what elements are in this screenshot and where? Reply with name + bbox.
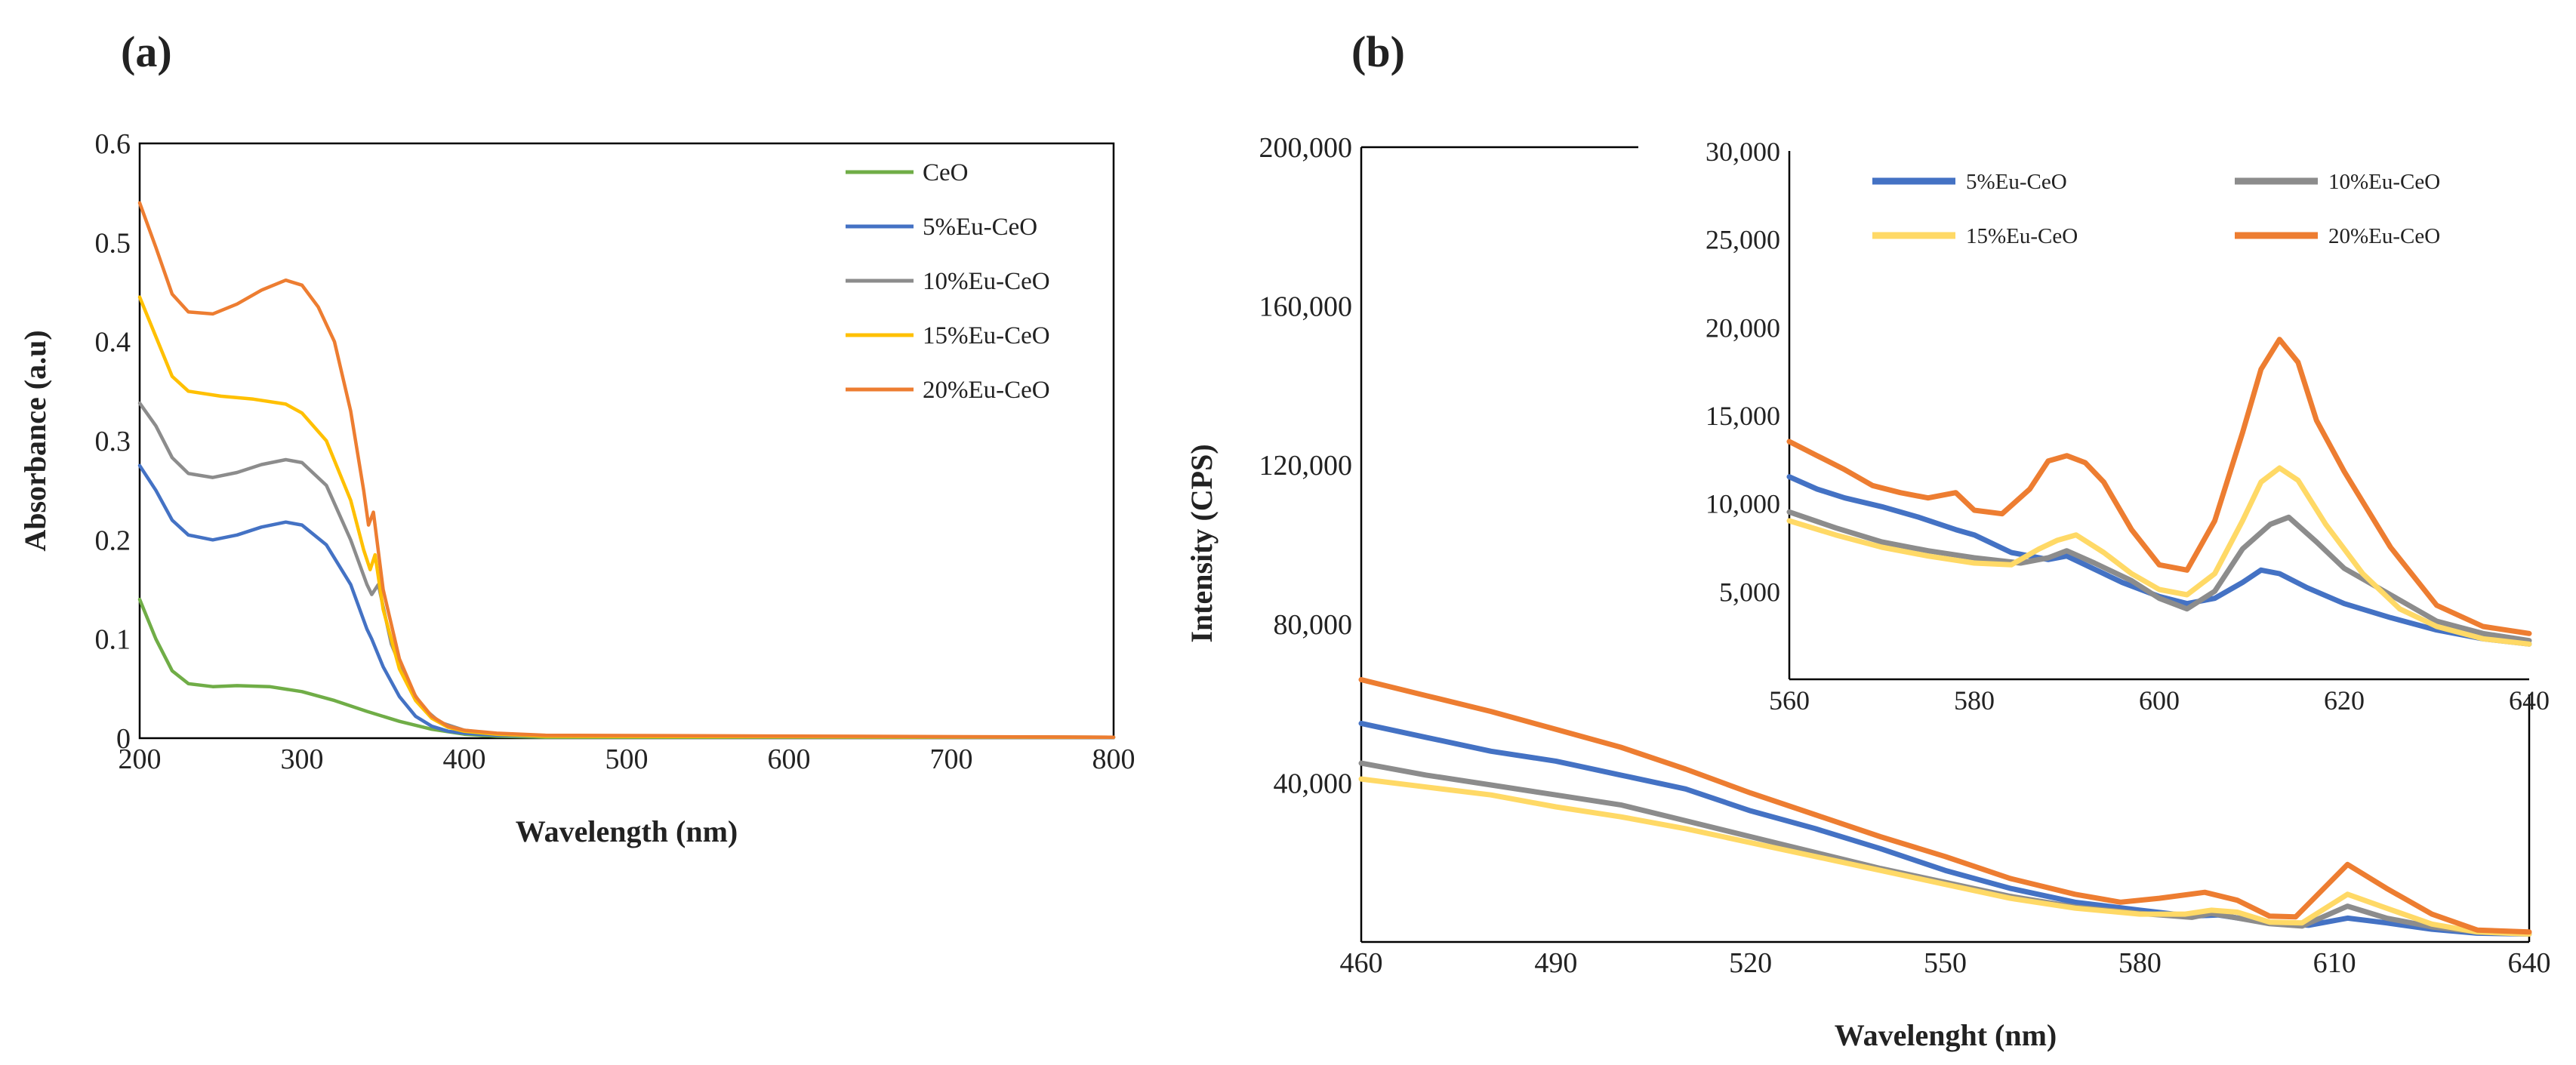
- series-line-20-eu-ceo: [137, 201, 1116, 739]
- panel-a-y-axis-label: Absorbance (a.u): [18, 330, 52, 551]
- y-tick-label: 20,000: [1706, 312, 1780, 343]
- y-tick-label: 0.2: [95, 525, 131, 556]
- y-tick-label: 0.3: [95, 426, 131, 457]
- series-line-10-eu-ceo: [1358, 760, 2532, 937]
- series-line-20-eu-ceo: [1358, 677, 2532, 935]
- series-line-5-eu-ceo: [137, 463, 1116, 739]
- inset-legend-label: 10%Eu-CeO: [2328, 170, 2440, 194]
- panel-b-x-axis-label: Wavelenght (nm): [1835, 1018, 2057, 1052]
- panel-b-intensity-chart: (b) 40,000 80,000 120,000 160,000 200,000 46…: [1185, 27, 2551, 1052]
- y-tick-label: 0.1: [95, 624, 131, 656]
- panel-a-legend: CeO 5%Eu-CeO 10%Eu-CeO 15%Eu-CeO 20%Eu-CeO: [846, 159, 1050, 404]
- panel-a-x-axis-label: Wavelength (nm): [516, 814, 738, 848]
- series-line-15-eu-ceo: [1786, 465, 2532, 647]
- panel-b-label: (b): [1351, 27, 1405, 76]
- x-tick-label: 580: [1954, 685, 1995, 716]
- series-line-20-eu-ceo: [1786, 337, 2532, 636]
- x-tick-label: 610: [2313, 947, 2356, 979]
- inset-x-ticks: 560 580 600 620 640: [1769, 685, 2550, 716]
- panel-b-y-ticks: 40,000 80,000 120,000 160,000 200,000: [1259, 132, 1353, 799]
- x-tick-label: 600: [2139, 685, 2180, 716]
- y-tick-label: 30,000: [1706, 137, 1780, 167]
- x-tick-label: 550: [1924, 947, 1967, 979]
- y-tick-label: 0.6: [95, 128, 131, 160]
- legend-label: CeO: [923, 159, 969, 186]
- y-tick-label: 10,000: [1706, 489, 1780, 519]
- y-tick-label: 80,000: [1274, 609, 1353, 641]
- panel-a-series: [137, 201, 1116, 739]
- x-tick-label: 640: [2509, 685, 2550, 716]
- y-tick-label: 200,000: [1259, 132, 1353, 164]
- x-tick-label: 460: [1340, 947, 1383, 979]
- y-tick-label: 40,000: [1274, 768, 1353, 799]
- series-line-15-eu-ceo: [137, 295, 1116, 739]
- panel-a-x-ticks: 200 300 400 500 600 700 800: [119, 743, 1135, 775]
- y-tick-label: 0.5: [95, 227, 131, 259]
- x-tick-label: 640: [2508, 947, 2551, 979]
- x-tick-label: 580: [2118, 947, 2162, 979]
- y-tick-label: 25,000: [1706, 225, 1780, 255]
- x-tick-label: 560: [1769, 685, 1810, 716]
- inset-y-ticks: 5,000 10,000 15,000 20,000 25,000 30,000: [1706, 137, 1780, 607]
- inset-legend-label: 5%Eu-CeO: [1966, 170, 2067, 194]
- panel-a-label: (a): [121, 27, 172, 76]
- legend-label: 5%Eu-CeO: [923, 214, 1037, 241]
- panel-a-y-ticks: 0 0.1 0.2 0.3 0.4 0.5 0.6: [95, 128, 131, 755]
- y-tick-label: 15,000: [1706, 401, 1780, 431]
- x-tick-label: 200: [119, 743, 162, 775]
- panel-b-x-ticks: 460 490 520 550 580 610 640: [1340, 947, 2551, 979]
- inset-legend-label: 20%Eu-CeO: [2328, 224, 2440, 248]
- panel-a-absorbance-chart: (a) 0 0.1 0.2 0.3 0.4 0.5 0.6 200 300 400 500 600 7…: [18, 27, 1135, 848]
- legend-label: 10%Eu-CeO: [923, 268, 1050, 295]
- inset-series: [1786, 337, 2532, 647]
- panel-b-y-axis-label: Intensity (CPS): [1185, 444, 1219, 642]
- series-line-10-eu-ceo: [137, 401, 1116, 739]
- series-line-5-eu-ceo: [1358, 720, 2532, 937]
- x-tick-label: 700: [930, 743, 973, 775]
- x-tick-label: 300: [281, 743, 324, 775]
- x-tick-label: 800: [1092, 743, 1135, 775]
- x-tick-label: 400: [443, 743, 486, 775]
- x-tick-label: 490: [1534, 947, 1577, 979]
- series-line-15-eu-ceo: [1358, 776, 2532, 937]
- x-tick-label: 520: [1729, 947, 1772, 979]
- y-tick-label: 0: [116, 723, 131, 755]
- y-tick-label: 0.4: [95, 327, 131, 359]
- x-tick-label: 500: [605, 743, 649, 775]
- series-line-ceo: [137, 597, 1116, 739]
- inset-legend: 5%Eu-CeO 10%Eu-CeO 15%Eu-CeO 20%Eu-CeO: [1872, 170, 2440, 248]
- panel-b-series: [1358, 677, 2532, 937]
- x-tick-label: 600: [768, 743, 811, 775]
- y-tick-label: 160,000: [1259, 291, 1353, 323]
- x-tick-label: 620: [2324, 685, 2365, 716]
- y-tick-label: 5,000: [1719, 577, 1780, 607]
- legend-label: 20%Eu-CeO: [923, 377, 1050, 404]
- inset-legend-label: 15%Eu-CeO: [1966, 224, 2078, 248]
- y-tick-label: 120,000: [1259, 450, 1353, 482]
- legend-label: 15%Eu-CeO: [923, 322, 1050, 349]
